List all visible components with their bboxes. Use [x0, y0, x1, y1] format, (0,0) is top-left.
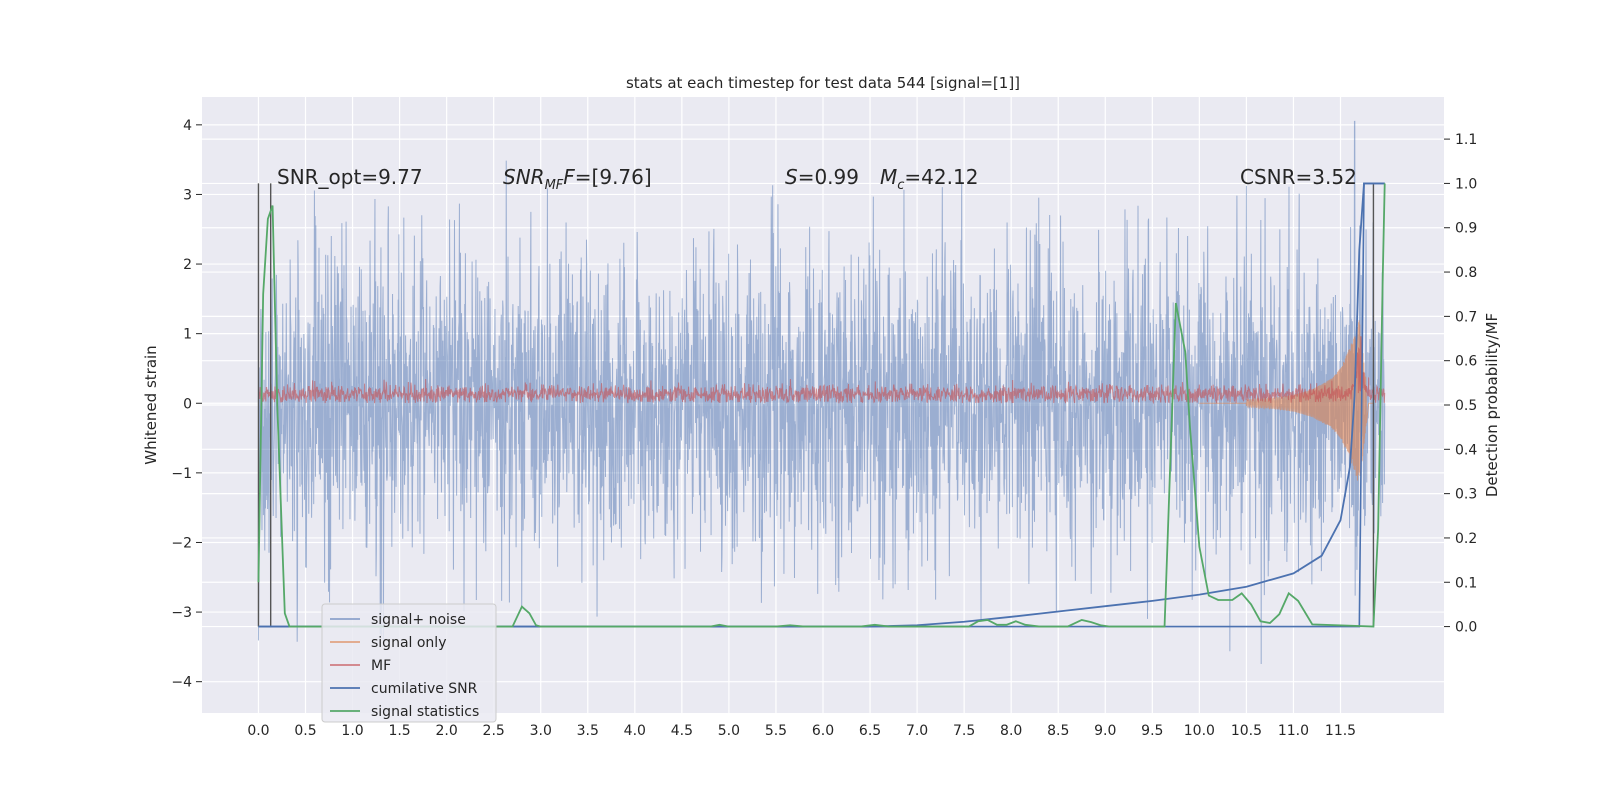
- legend-label: signal+ noise: [371, 612, 466, 628]
- x-tick-label: 6.5: [859, 723, 881, 739]
- y-tick-label: −3: [171, 605, 192, 621]
- annotation-mc-sub: c: [897, 178, 904, 193]
- legend-label: signal statistics: [371, 704, 479, 720]
- annotation-s-var: S: [785, 165, 798, 189]
- y2-tick-label: 0.7: [1455, 309, 1477, 325]
- y-tick-label: −4: [171, 675, 192, 691]
- y-tick-label: −1: [171, 466, 192, 482]
- y-tick-label: 3: [183, 187, 192, 203]
- x-tick-label: 6.0: [812, 723, 834, 739]
- y2-tick-label: 0.5: [1455, 398, 1477, 414]
- x-tick-label: 8.5: [1047, 723, 1069, 739]
- series-signal-only: [1199, 320, 1374, 481]
- annotation-snr-mf-main: SNR: [503, 165, 545, 189]
- x-tick-label: 9.5: [1141, 723, 1163, 739]
- x-tick-label: 2.0: [436, 723, 458, 739]
- x-tick-label: 8.0: [1000, 723, 1022, 739]
- x-tick-label: 9.0: [1094, 723, 1116, 739]
- y2-tick-label: 0.1: [1455, 575, 1477, 591]
- x-tick-label: 2.5: [483, 723, 505, 739]
- y2-tick-label: 1.0: [1455, 176, 1477, 192]
- y2-tick-labels: 0.0 0.1 0.2 0.3 0.4 0.5 0.6 0.7 0.8 0.9 1.0 1.1: [1455, 132, 1477, 635]
- x-tick-label: 4.5: [671, 723, 693, 739]
- legend-label: cumilative SNR: [371, 681, 478, 697]
- y-tick-label: 4: [183, 118, 192, 134]
- annotation-mc-var: M: [880, 165, 897, 189]
- annotation-snr-mf-value: =[9.76]: [575, 165, 652, 189]
- x-tick-label: 11.5: [1325, 723, 1356, 739]
- y-tick-label: 1: [183, 327, 192, 343]
- x-tick-label: 0.5: [294, 723, 316, 739]
- x-tick-label: 11.0: [1278, 723, 1309, 739]
- series-mf: [257, 336, 1386, 405]
- annotation-snr-mf-sub: MF: [545, 178, 564, 193]
- annotation-mc-value: =42.12: [904, 165, 978, 189]
- x-tick-label: 7.0: [906, 723, 928, 739]
- y-tick-labels: −4 −3 −2 −1 0 1 2 3 4: [171, 118, 192, 691]
- x-tick-label: 10.0: [1184, 723, 1215, 739]
- legend-label: signal only: [371, 635, 446, 651]
- x-tick-label: 5.5: [765, 723, 787, 739]
- annotation-s-value: =0.99: [798, 165, 859, 189]
- x-tick-label: 1.0: [341, 723, 363, 739]
- annotation-snr-mf: SNRMFF=[9.76]: [503, 165, 652, 193]
- y-tick-label: 0: [183, 396, 192, 412]
- x-tick-label: 3.0: [530, 723, 552, 739]
- series-signal-plus-noise: [257, 120, 1386, 665]
- series-cumilative-snr: [258, 182, 1385, 628]
- legend[interactable]: signal+ noise signal only MF cumilative SNR…: [321, 603, 497, 723]
- x-tick-labels: 0.0 0.5 1.0 1.5 2.0 2.5 3.0 3.5 4.0 4.5 5.0 5.5 6.0 6…: [247, 723, 1356, 739]
- legend-items: signal+ noise signal only MF cumilative SNR…: [330, 612, 479, 720]
- annotation-mc: Mc=42.12: [880, 165, 978, 193]
- y2-tick-label: 0.4: [1455, 442, 1477, 458]
- y2-tick-label: 0.8: [1455, 265, 1477, 281]
- annotation-csnr: CSNR=3.52: [1240, 165, 1357, 189]
- y2-tick-label: 1.1: [1455, 132, 1477, 148]
- x-tick-label: 4.0: [624, 723, 646, 739]
- x-tick-label: 7.5: [953, 723, 975, 739]
- annotations: SNR_opt=9.77 SNRMFF=[9.76] S=0.99 Mc=42.…: [277, 165, 1357, 193]
- legend-label: MF: [371, 658, 391, 674]
- legend-box: [321, 603, 497, 723]
- series-layer: [257, 120, 1386, 665]
- y-tick-label: −2: [171, 535, 192, 551]
- x-tick-label: 0.0: [247, 723, 269, 739]
- annotation-snr-mf-fvar: F: [563, 165, 575, 189]
- y2-axis-label: Detection probability/MF: [1483, 313, 1501, 497]
- y2-tick-label: 0.3: [1455, 487, 1477, 503]
- annotation-snr-opt: SNR_opt=9.77: [277, 165, 423, 189]
- y2-tick-label: 0.6: [1455, 354, 1477, 370]
- y-tick-label: 2: [183, 257, 192, 273]
- series-signal-statistics: [257, 183, 1386, 628]
- annotation-s: S=0.99: [785, 165, 859, 189]
- y2-tick-label: 0.2: [1455, 531, 1477, 547]
- x-tick-label: 5.0: [718, 723, 740, 739]
- x-tick-label: 1.5: [388, 723, 410, 739]
- chart-title: stats at each timestep for test data 544…: [626, 74, 1020, 92]
- x-tick-label: 3.5: [577, 723, 599, 739]
- y2-tick-label: 0.0: [1455, 620, 1477, 636]
- y2-tick-label: 0.9: [1455, 221, 1477, 237]
- x-tick-label: 10.5: [1231, 723, 1262, 739]
- y-axis-label: Whitened strain: [142, 345, 160, 464]
